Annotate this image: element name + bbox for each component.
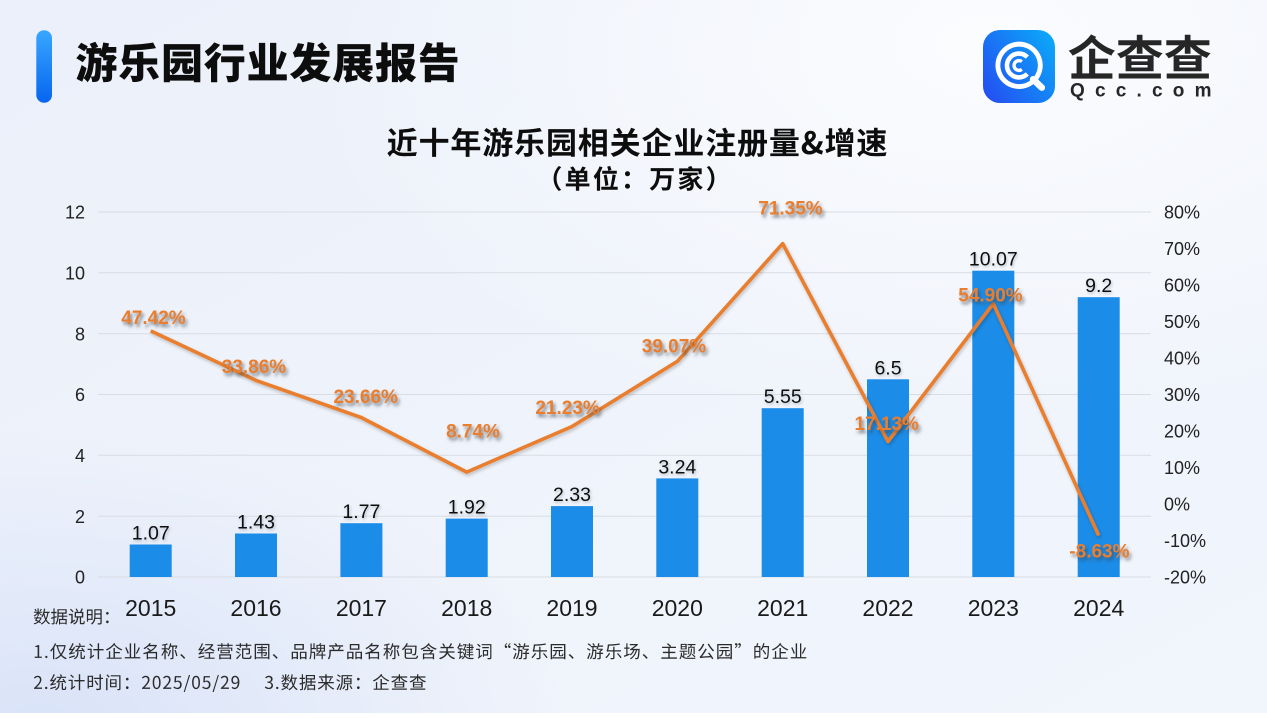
- svg-text:6: 6: [75, 385, 85, 405]
- svg-text:5.55: 5.55: [764, 386, 802, 408]
- svg-text:0: 0: [75, 568, 85, 588]
- svg-text:2019: 2019: [546, 595, 597, 621]
- svg-text:50%: 50%: [1164, 312, 1200, 332]
- svg-text:10: 10: [65, 263, 85, 283]
- svg-text:10%: 10%: [1164, 458, 1200, 478]
- svg-text:4: 4: [75, 446, 85, 466]
- svg-text:2: 2: [75, 507, 85, 527]
- svg-text:2015: 2015: [125, 595, 176, 621]
- svg-text:54.90%: 54.90%: [958, 286, 1023, 307]
- svg-text:9.2: 9.2: [1085, 275, 1112, 297]
- svg-text:60%: 60%: [1164, 276, 1200, 296]
- svg-text:2.33: 2.33: [553, 484, 591, 506]
- svg-text:-20%: -20%: [1164, 568, 1206, 588]
- svg-text:8: 8: [75, 324, 85, 344]
- svg-text:2016: 2016: [230, 595, 281, 621]
- svg-text:23.66%: 23.66%: [333, 387, 398, 408]
- svg-text:80%: 80%: [1164, 203, 1200, 223]
- svg-text:-8.63%: -8.63%: [1069, 541, 1129, 562]
- svg-text:1.92: 1.92: [448, 497, 486, 519]
- svg-text:30%: 30%: [1164, 385, 1200, 405]
- svg-text:40%: 40%: [1164, 349, 1200, 369]
- svg-text:71.35%: 71.35%: [758, 199, 823, 220]
- svg-text:1.07: 1.07: [132, 523, 170, 545]
- svg-text:2023: 2023: [968, 595, 1019, 621]
- svg-text:47.42%: 47.42%: [121, 308, 186, 329]
- svg-text:39.07%: 39.07%: [642, 336, 707, 357]
- svg-text:3.24: 3.24: [658, 456, 696, 478]
- svg-text:2024: 2024: [1073, 595, 1124, 621]
- svg-text:1.43: 1.43: [237, 512, 275, 534]
- svg-text:0%: 0%: [1164, 495, 1190, 515]
- svg-text:2017: 2017: [336, 595, 387, 621]
- svg-text:2022: 2022: [862, 595, 913, 621]
- svg-text:6.5: 6.5: [874, 357, 901, 379]
- svg-text:8.74%: 8.74%: [446, 422, 500, 443]
- svg-text:20%: 20%: [1164, 422, 1200, 442]
- svg-text:33.86%: 33.86%: [222, 357, 287, 378]
- svg-text:2021: 2021: [757, 595, 808, 621]
- svg-text:17.13%: 17.13%: [854, 414, 919, 435]
- svg-text:12: 12: [65, 203, 85, 223]
- svg-text:2020: 2020: [652, 595, 703, 621]
- svg-text:70%: 70%: [1164, 239, 1200, 259]
- svg-text:10.07: 10.07: [969, 249, 1018, 271]
- svg-text:Qcc.com: Qcc.com: [1070, 81, 1222, 102]
- svg-text:21.23%: 21.23%: [535, 398, 600, 419]
- svg-text:-10%: -10%: [1164, 531, 1206, 551]
- svg-text:2018: 2018: [441, 595, 492, 621]
- svg-text:1.77: 1.77: [342, 501, 380, 523]
